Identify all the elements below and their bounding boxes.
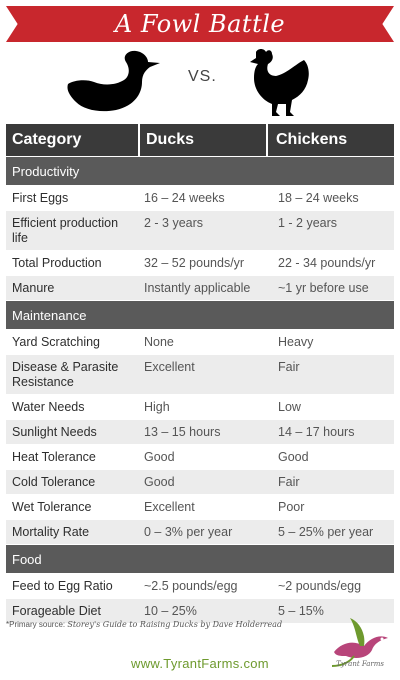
table-row: Total Production 32 – 52 pounds/yr 22 - 34… — [6, 251, 394, 275]
table-row: Efficient production life 2 - 3 years 1 - … — [6, 211, 394, 250]
cell-ducks: 13 – 15 hours — [144, 425, 221, 439]
row-label: Sunlight Needs — [12, 425, 97, 439]
chicken-silhouette-icon — [250, 49, 309, 116]
cell-ducks: None — [144, 335, 174, 349]
cell-ducks: 10 – 25% — [144, 604, 197, 618]
cell-ducks: 32 – 52 pounds/yr — [144, 256, 245, 270]
cell-chickens: ~2 pounds/egg — [278, 579, 362, 593]
source-prefix: *Primary source: — [6, 620, 68, 629]
cell-ducks: Instantly applicable — [144, 281, 251, 295]
source-note: *Primary source: Storey's Guide to Raisi… — [6, 620, 282, 629]
cell-ducks: 2 - 3 years — [144, 216, 204, 230]
cell-chickens: 5 – 25% per year — [278, 525, 374, 539]
row-label: Efficient production life — [12, 216, 119, 245]
table-header: Category Ducks Chickens — [6, 124, 394, 156]
table-row: Forageable Diet 10 – 25% 5 – 15% — [6, 599, 394, 623]
table-row: Disease & Parasite Resistance Excellent Fa… — [6, 355, 394, 394]
cell-ducks: Good — [144, 475, 175, 489]
cell-chickens: Fair — [278, 475, 300, 489]
table-row: Sunlight Needs 13 – 15 hours 14 – 17 hours — [6, 420, 394, 444]
row-label: Disease & Parasite Resistance — [12, 360, 119, 389]
cell-chickens: Low — [278, 400, 301, 414]
table-row: Yard Scratching None Heavy — [6, 330, 394, 354]
table-row: Wet Tolerance Excellent Poor — [6, 495, 394, 519]
header-category: Category — [12, 131, 82, 148]
row-label: Total Production — [12, 256, 102, 270]
cell-ducks: 0 – 3% per year — [144, 525, 233, 539]
cell-ducks: 16 – 24 weeks — [144, 191, 225, 205]
row-label: Wet Tolerance — [12, 500, 92, 514]
cell-chickens: Heavy — [278, 335, 314, 349]
row-label: Manure — [12, 281, 55, 295]
title-banner: A Fowl Battle — [6, 6, 394, 42]
cell-chickens: Fair — [278, 360, 300, 374]
cell-chickens: 1 - 2 years — [278, 216, 338, 230]
row-label: Forageable Diet — [12, 604, 101, 618]
row-label: Yard Scratching — [12, 335, 101, 349]
cell-ducks: Excellent — [144, 500, 195, 514]
cell-chickens: ~1 yr before use — [278, 281, 369, 295]
cell-chickens: Poor — [278, 500, 305, 514]
row-label: Feed to Egg Ratio — [12, 579, 113, 593]
table-row: Feed to Egg Ratio ~2.5 pounds/egg ~2 pound… — [6, 574, 394, 598]
section-header: Productivity — [6, 157, 394, 185]
table-row: Heat Tolerance Good Good — [6, 445, 394, 469]
row-label: Water Needs — [12, 400, 85, 414]
comparison-table: Category Ducks Chickens Productivity Firs… — [6, 124, 394, 623]
duck-silhouette-icon — [67, 50, 160, 112]
versus-label: VS. — [188, 68, 217, 85]
website-link[interactable]: www.TyrantFarms.com — [131, 656, 269, 671]
section-header: Food — [6, 545, 394, 573]
cell-ducks: ~2.5 pounds/egg — [144, 579, 238, 593]
table-row: Cold Tolerance Good Fair — [6, 470, 394, 494]
row-label: Cold Tolerance — [12, 475, 96, 489]
hero-illustration: VS. — [0, 46, 400, 122]
page-title: A Fowl Battle — [114, 10, 286, 38]
row-label: Mortality Rate — [12, 525, 90, 539]
header-chickens: Chickens — [266, 124, 394, 156]
header-ducks: Ducks — [138, 124, 266, 156]
table-row: Water Needs High Low — [6, 395, 394, 419]
cell-chickens: 5 – 15% — [278, 604, 324, 618]
source-title: Storey's Guide to Raising Ducks by Dave … — [67, 620, 283, 629]
table-row: First Eggs 16 – 24 weeks 18 – 24 weeks — [6, 186, 394, 210]
row-label: First Eggs — [12, 191, 69, 205]
row-label: Heat Tolerance — [12, 450, 96, 464]
cell-ducks: Excellent — [144, 360, 195, 374]
hummingbird-logo-icon — [331, 618, 388, 667]
logo-text: Tyrant Farms — [336, 660, 384, 668]
section-header: Maintenance — [6, 301, 394, 329]
cell-ducks: High — [144, 400, 170, 414]
table-row: Manure Instantly applicable ~1 yr before u… — [6, 276, 394, 300]
cell-chickens: 22 - 34 pounds/yr — [278, 256, 376, 270]
table-row: Mortality Rate 0 – 3% per year 5 – 25% per… — [6, 520, 394, 544]
cell-chickens: Good — [278, 450, 309, 464]
cell-ducks: Good — [144, 450, 175, 464]
cell-chickens: 14 – 17 hours — [278, 425, 355, 439]
cell-chickens: 18 – 24 weeks — [278, 191, 359, 205]
